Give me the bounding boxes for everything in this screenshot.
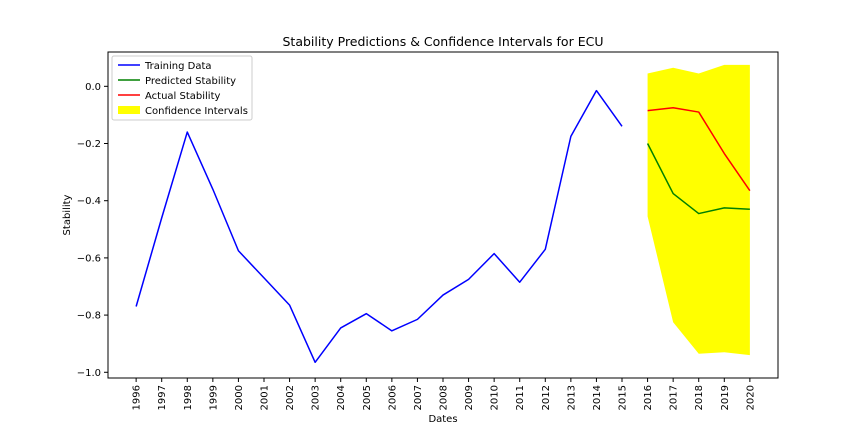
x-axis-label: Dates: [428, 414, 457, 425]
x-tick-label: 2002: [285, 385, 296, 410]
y-tick-label: 0.0: [85, 82, 101, 93]
x-tick-label: 2011: [515, 385, 526, 410]
x-tick-label: 2015: [618, 385, 629, 410]
legend-label-actual: Actual Stability: [145, 91, 221, 102]
x-tick-label: 2008: [439, 385, 450, 410]
x-tick-label: 1999: [208, 385, 219, 410]
x-tick-label: 2001: [259, 385, 270, 410]
y-tick-label: −1.0: [77, 368, 101, 379]
y-axis-ticks: 0.0 −0.2 −0.4 −0.6 −0.8 −1.0: [77, 82, 108, 379]
legend-label-confidence: Confidence Intervals: [145, 106, 248, 117]
legend-box: [111, 55, 253, 121]
x-tick-label: 1996: [132, 385, 143, 410]
y-tick-label: −0.6: [77, 253, 101, 264]
confidence-interval-layer: [647, 64, 750, 356]
legend: Training Data Predicted Stability Actual…: [111, 55, 253, 121]
series-layer: [135, 89, 751, 364]
x-tick-label: 2013: [566, 385, 577, 410]
y-tick-label: −0.2: [77, 139, 101, 150]
x-tick-label: 2019: [720, 385, 731, 410]
x-tick-label: 2000: [234, 385, 245, 410]
legend-label-predicted: Predicted Stability: [145, 76, 236, 87]
x-tick-label: 2006: [387, 385, 398, 410]
x-tick-label: 2014: [592, 385, 603, 410]
x-tick-label: 2004: [336, 385, 347, 410]
x-tick-label: 1997: [157, 385, 168, 410]
x-tick-label: 2020: [745, 385, 756, 410]
x-tick-label: 2017: [669, 385, 680, 410]
y-tick-label: −0.8: [77, 311, 101, 322]
x-tick-label: 2016: [643, 385, 654, 410]
actual-stability-line: [647, 107, 751, 192]
training-data-line: [135, 89, 623, 364]
legend-handle-confidence: [118, 106, 140, 114]
chart-title: Stability Predictions & Confidence Inter…: [283, 34, 604, 49]
predicted-stability-line: [646, 143, 750, 215]
confidence-interval-band: [647, 64, 750, 356]
x-tick-label: 2009: [464, 385, 475, 410]
x-tick-label: 2018: [694, 385, 705, 410]
x-axis-ticks: 1996 1997 1998 1999 2000 2001 2002 2003 2004 2005…: [132, 378, 756, 410]
x-tick-label: 2005: [362, 385, 373, 410]
y-tick-label: −0.4: [77, 196, 101, 207]
x-tick-label: 2003: [311, 385, 322, 410]
x-tick-label: 2007: [413, 385, 424, 410]
y-axis-label: Stability: [62, 194, 73, 235]
legend-label-training: Training Data: [144, 61, 212, 72]
x-tick-label: 2010: [490, 385, 501, 410]
x-tick-label: 1998: [183, 385, 194, 410]
x-tick-label: 2012: [541, 385, 552, 410]
